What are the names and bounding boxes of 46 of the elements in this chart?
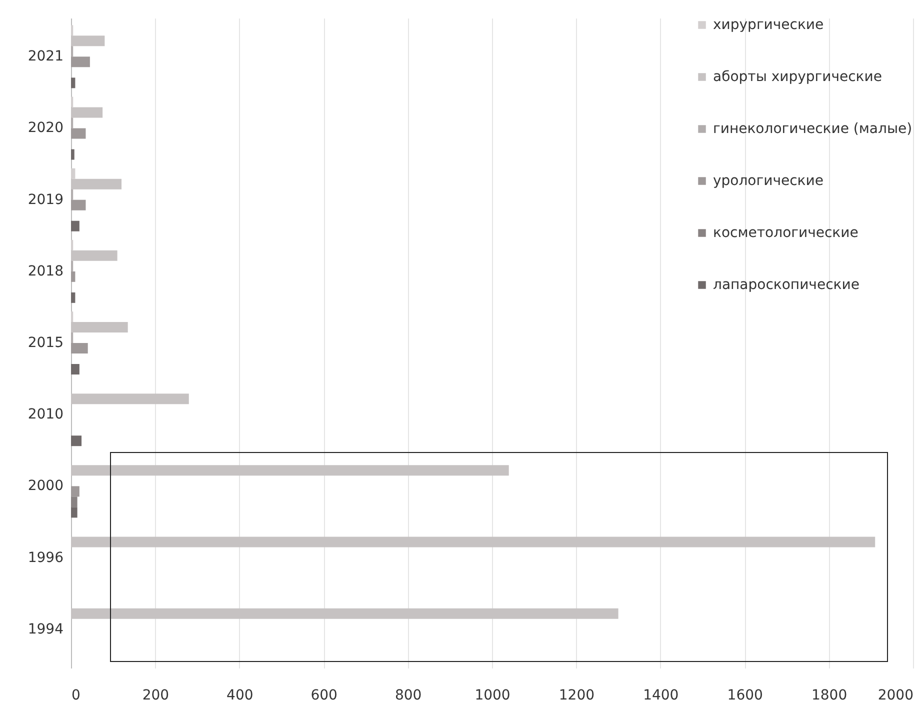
y-tick-label: 2019 bbox=[28, 192, 64, 208]
x-tick-label: 2000 bbox=[878, 688, 914, 704]
x-tick-label: 800 bbox=[394, 688, 422, 704]
x-tick-label: 1800 bbox=[811, 688, 848, 704]
bar bbox=[71, 107, 103, 118]
bar bbox=[71, 343, 88, 354]
bar bbox=[71, 364, 80, 374]
bar bbox=[71, 496, 78, 508]
y-tick-label: 2020 bbox=[28, 120, 64, 136]
legend-label: аборты хирургические bbox=[713, 69, 882, 85]
bar bbox=[71, 200, 86, 210]
legend-label: урологические bbox=[713, 173, 824, 189]
y-tick-label: 2015 bbox=[28, 335, 64, 351]
y-tick-label: 2021 bbox=[28, 48, 64, 65]
bar bbox=[71, 271, 76, 282]
legend-label: хирургические bbox=[713, 17, 824, 33]
x-tick-label: 600 bbox=[310, 688, 338, 704]
bar bbox=[71, 149, 74, 160]
legend-label: лапароскопические bbox=[713, 277, 860, 293]
legend-label: гинекологические (малые) bbox=[713, 121, 912, 137]
bar bbox=[71, 178, 122, 190]
y-tick-label: 1994 bbox=[28, 621, 64, 638]
bar bbox=[71, 36, 105, 46]
y-tick-label: 2010 bbox=[28, 406, 64, 423]
x-tick-label: 400 bbox=[226, 688, 254, 704]
bar bbox=[71, 168, 76, 179]
y-tick-label: 2018 bbox=[28, 263, 64, 280]
x-tick-label: 1400 bbox=[643, 688, 679, 704]
bar bbox=[71, 250, 118, 261]
legend-label: косметологические bbox=[713, 225, 858, 241]
bar bbox=[71, 507, 78, 518]
bar bbox=[71, 78, 76, 88]
bar bbox=[71, 322, 128, 332]
bar bbox=[71, 486, 80, 497]
x-tick-label: 200 bbox=[142, 688, 170, 704]
x-tick-label: 1000 bbox=[474, 688, 510, 704]
bar bbox=[71, 128, 86, 139]
bar bbox=[71, 292, 76, 303]
x-tick-label: 0 bbox=[72, 688, 80, 704]
y-tick-label: 2000 bbox=[28, 478, 64, 494]
bar bbox=[71, 436, 82, 446]
x-tick-label: 1600 bbox=[727, 688, 763, 704]
bar bbox=[71, 220, 80, 232]
bar bbox=[71, 56, 90, 68]
x-tick-label: 1200 bbox=[558, 688, 595, 704]
y-tick-label: 1996 bbox=[28, 550, 64, 566]
